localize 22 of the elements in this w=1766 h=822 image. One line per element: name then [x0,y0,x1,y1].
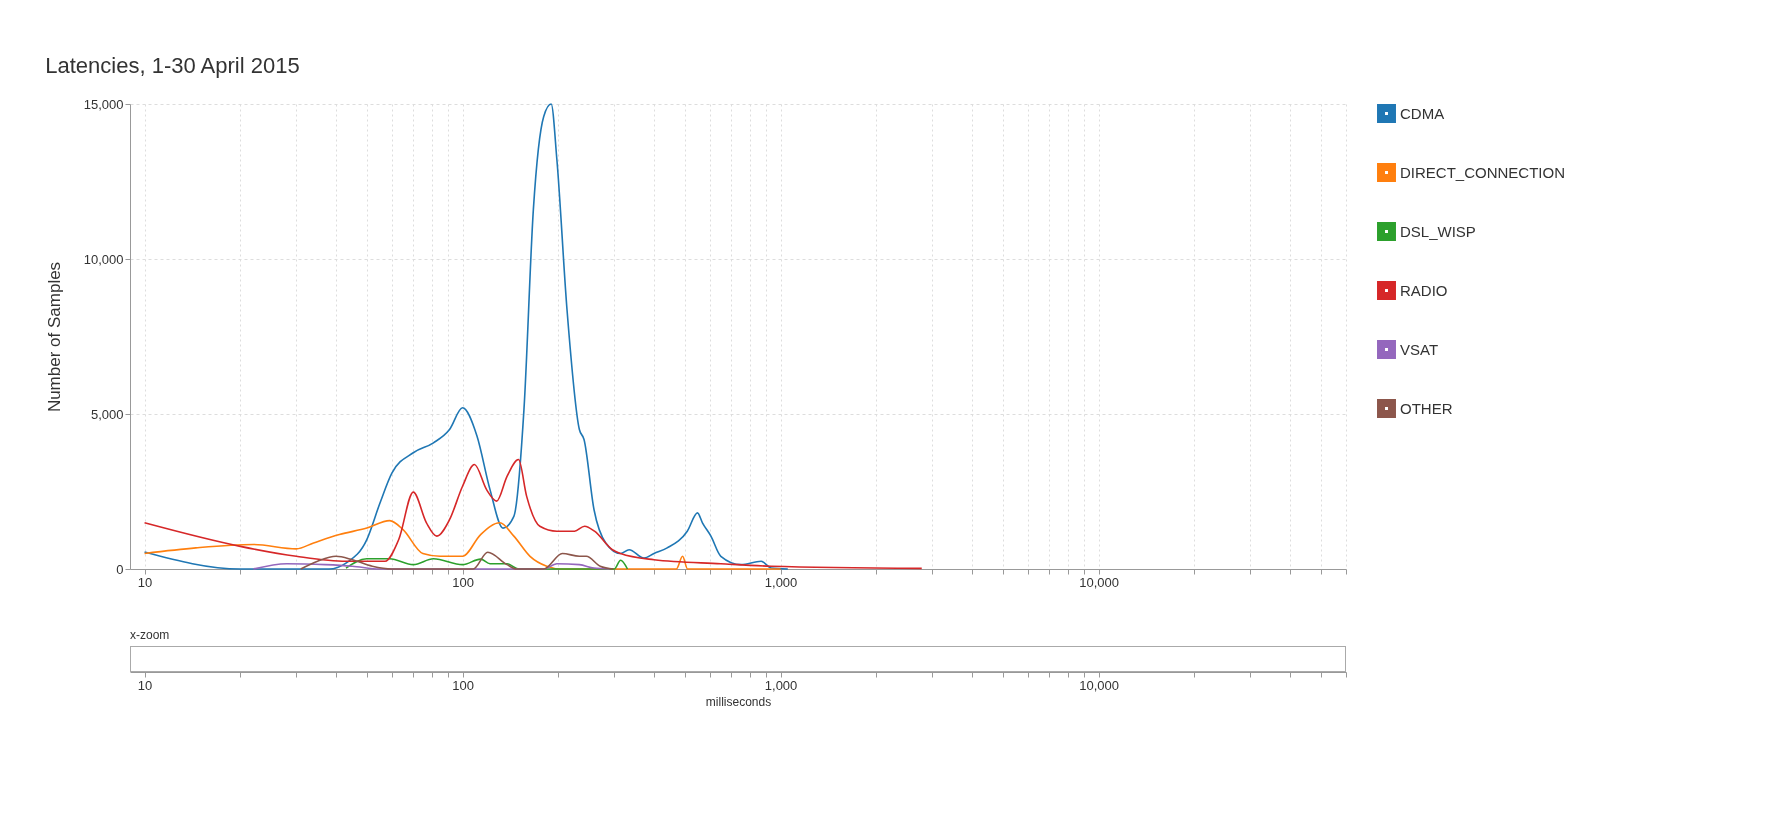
y-axis-title: Number of Samples [44,261,64,413]
legend-label: CDMA [1400,104,1445,122]
y-tick-label: 5,000 [90,406,124,422]
x-tick-label: 10 [137,574,153,590]
y-tick-label: 15,000 [83,96,124,112]
chart-title: Latencies, 1-30 April 2015 [45,53,300,78]
y-tick-label: 0 [116,561,124,577]
text: 100 [452,677,474,693]
legend-label: DSL_WISP [1400,222,1476,240]
legend-label: VSAT [1400,340,1439,358]
text: milliseconds [705,694,772,709]
legend-label: RADIO [1400,281,1448,299]
text: 1,000 [764,677,798,693]
x-tick-label: 10,000 [1079,574,1119,590]
legend-label: DIRECT_CONNECTION [1400,163,1566,181]
x-tick-label: 100 [452,574,474,590]
y-tick-label: 10,000 [83,251,124,267]
text: 10 [137,677,153,693]
text: x-zoom [130,628,170,642]
legend-label: OTHER [1400,399,1453,417]
x-tick-label: 1,000 [764,574,798,590]
text: 10,000 [1079,677,1119,693]
